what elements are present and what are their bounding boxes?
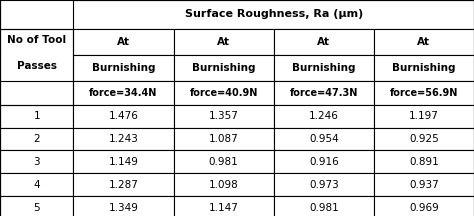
Text: At: At xyxy=(217,37,230,47)
Bar xyxy=(374,173,474,196)
Text: 1.197: 1.197 xyxy=(409,111,439,121)
Text: 1.287: 1.287 xyxy=(109,180,138,190)
Text: 1.349: 1.349 xyxy=(109,203,138,213)
Bar xyxy=(374,196,474,216)
Bar xyxy=(374,29,474,55)
Bar xyxy=(73,173,173,196)
Text: Surface Roughness, Ra (μm): Surface Roughness, Ra (μm) xyxy=(184,9,363,19)
Bar xyxy=(0,55,73,81)
Text: 1.476: 1.476 xyxy=(109,111,138,121)
Text: 0.981: 0.981 xyxy=(309,203,339,213)
Bar xyxy=(274,29,374,55)
Bar xyxy=(73,105,173,128)
Text: 3: 3 xyxy=(34,157,40,167)
Bar xyxy=(374,105,474,128)
Text: At: At xyxy=(317,37,330,47)
Bar xyxy=(374,81,474,105)
Text: 0.891: 0.891 xyxy=(409,157,439,167)
Bar xyxy=(0,151,73,173)
Text: 0.954: 0.954 xyxy=(309,134,339,144)
Bar xyxy=(274,196,374,216)
Text: force=34.4N: force=34.4N xyxy=(89,88,158,98)
Text: 2: 2 xyxy=(34,134,40,144)
Text: Passes: Passes xyxy=(17,61,57,71)
Bar xyxy=(374,151,474,173)
Bar xyxy=(73,29,173,55)
Text: 1.243: 1.243 xyxy=(109,134,138,144)
Text: force=40.9N: force=40.9N xyxy=(190,88,258,98)
Bar xyxy=(73,151,173,173)
Bar xyxy=(173,196,274,216)
Bar xyxy=(0,173,73,196)
Text: No of Tool: No of Tool xyxy=(7,35,66,44)
Text: 0.925: 0.925 xyxy=(409,134,439,144)
Bar xyxy=(73,196,173,216)
Bar xyxy=(0,128,73,151)
Bar xyxy=(173,55,274,81)
Text: force=56.9N: force=56.9N xyxy=(390,88,458,98)
Bar xyxy=(0,0,73,29)
Bar xyxy=(374,55,474,81)
Bar xyxy=(274,173,374,196)
Bar xyxy=(0,196,73,216)
Bar xyxy=(173,173,274,196)
Bar xyxy=(173,151,274,173)
Text: Burnishing: Burnishing xyxy=(192,63,255,73)
Text: 0.981: 0.981 xyxy=(209,157,238,167)
Bar xyxy=(274,151,374,173)
Bar xyxy=(0,81,73,105)
Text: Burnishing: Burnishing xyxy=(292,63,356,73)
Text: 4: 4 xyxy=(34,180,40,190)
Text: Burnishing: Burnishing xyxy=(92,63,155,73)
Bar xyxy=(374,128,474,151)
Text: 0.973: 0.973 xyxy=(309,180,339,190)
Text: At: At xyxy=(418,37,430,47)
Text: 0.937: 0.937 xyxy=(409,180,439,190)
Text: 1.087: 1.087 xyxy=(209,134,238,144)
Text: 0.916: 0.916 xyxy=(309,157,339,167)
Bar xyxy=(173,128,274,151)
Bar xyxy=(274,81,374,105)
Text: 1.357: 1.357 xyxy=(209,111,238,121)
Bar xyxy=(274,128,374,151)
Bar xyxy=(73,81,173,105)
Text: 1.149: 1.149 xyxy=(109,157,138,167)
Bar xyxy=(0,105,73,128)
Bar xyxy=(73,0,474,29)
Text: At: At xyxy=(117,37,130,47)
Text: 1.246: 1.246 xyxy=(309,111,339,121)
Bar xyxy=(173,105,274,128)
Bar xyxy=(173,29,274,55)
Text: Burnishing: Burnishing xyxy=(392,63,456,73)
Bar xyxy=(73,128,173,151)
Bar xyxy=(0,29,73,55)
Bar xyxy=(73,55,173,81)
Text: 0.969: 0.969 xyxy=(409,203,439,213)
Bar xyxy=(274,55,374,81)
Text: 1.098: 1.098 xyxy=(209,180,238,190)
Text: force=47.3N: force=47.3N xyxy=(290,88,358,98)
Text: 1.147: 1.147 xyxy=(209,203,238,213)
Bar xyxy=(173,81,274,105)
Text: 1: 1 xyxy=(34,111,40,121)
Bar xyxy=(274,105,374,128)
Text: 5: 5 xyxy=(34,203,40,213)
